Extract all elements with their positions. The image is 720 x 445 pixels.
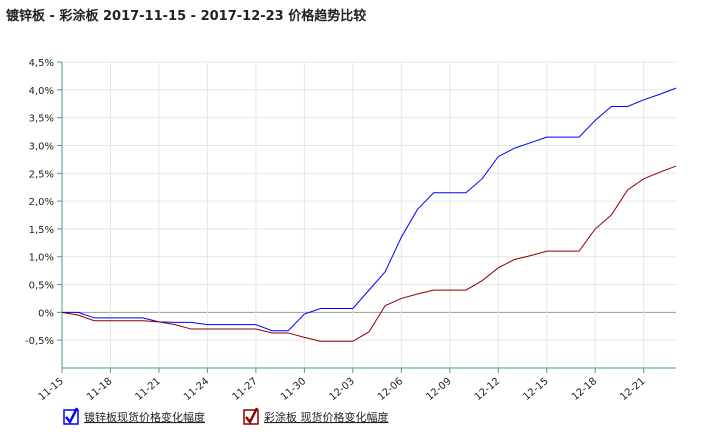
series-line [62, 87, 677, 332]
y-tick-label: 4,0% [29, 86, 54, 97]
legend-item[interactable]: 镀锌板现货价格变化幅度 [63, 407, 205, 425]
legend-item[interactable]: 彩涂板 现货价格变化幅度 [243, 407, 389, 425]
y-tick-label: 3,0% [29, 141, 54, 152]
series-line [61, 165, 677, 342]
x-tick-label: 12-12 [473, 376, 502, 403]
y-tick-label: 1,5% [29, 225, 54, 236]
x-tick-label: 11-15 [37, 376, 66, 403]
legend-check[interactable] [245, 407, 259, 425]
y-tick-label: 2,5% [29, 169, 54, 180]
x-tick-label: 11-24 [182, 376, 211, 403]
y-tick-label: 2,0% [29, 197, 54, 208]
legend-label[interactable]: 镀锌板现货价格变化幅度 [84, 410, 205, 424]
x-tick-label: 12-21 [618, 376, 647, 403]
legend-label[interactable]: 彩涂板 现货价格变化幅度 [264, 410, 389, 424]
x-tick-label: 12-18 [570, 376, 599, 403]
x-tick-label: 11-27 [230, 376, 259, 403]
x-tick-label: 12-09 [424, 376, 453, 403]
y-tick-label: 4,5% [29, 58, 54, 69]
y-tick-label: 0% [38, 308, 54, 319]
x-tick-label: 11-30 [279, 376, 308, 403]
x-tick-label: 12-15 [521, 376, 550, 403]
chart-title: 镀锌板 - 彩涂板 2017-11-15 - 2017-12-23 价格趋势比较 [6, 8, 366, 24]
x-tick-label: 12-03 [327, 376, 356, 403]
y-tick-label: -0,5% [25, 336, 54, 347]
x-tick-label: 12-06 [376, 376, 405, 403]
x-tick-label: 11-18 [85, 376, 114, 403]
y-tick-label: 1,0% [29, 253, 54, 264]
y-tick-label: 0,5% [29, 281, 54, 292]
y-tick-label: 3,5% [29, 114, 54, 125]
legend-check[interactable] [65, 407, 79, 425]
x-tick-label: 11-21 [134, 376, 163, 403]
